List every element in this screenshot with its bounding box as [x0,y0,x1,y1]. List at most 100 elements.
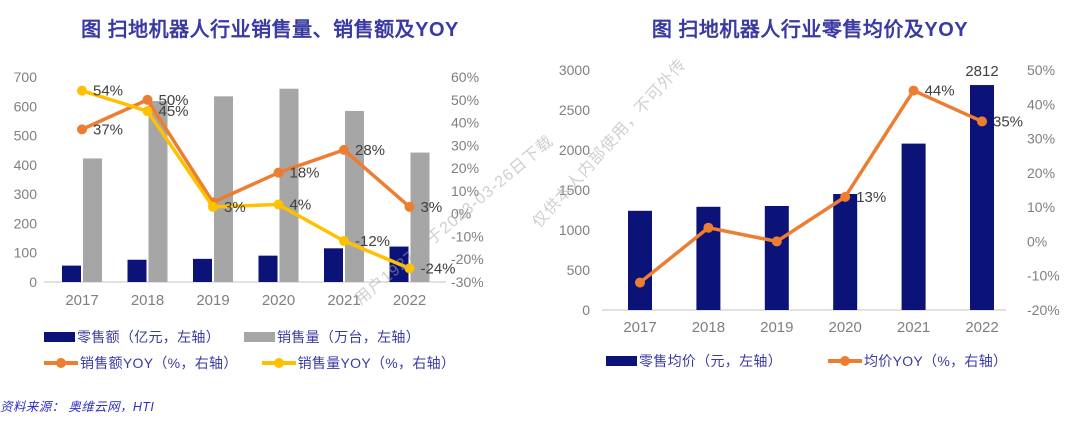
line-data-label: 28% [355,142,385,159]
x-axis-category-label: 2021 [897,319,930,336]
right-axis-tick-label: 30% [451,137,479,153]
right-axis-tick-label: -10% [451,228,484,244]
bar-navy-2020 [258,255,278,282]
left-axis-tick-label: 0 [582,302,590,318]
legend-line-marker-icon [44,358,78,368]
left-axis-tick-label: 1000 [559,222,590,238]
legend-bar-swatch-icon [244,332,275,342]
avg-price-yoy-chart: 0 500 1000 1500 2000 2500 3000 -20% -10% 0% 10% 20%… [559,62,1060,336]
right-axis-tick-label: 20% [1027,165,1055,181]
bar-gray-2019 [214,96,233,282]
legend-item: 均价YOY（%，右轴） [828,351,1007,371]
bar-navy-2017 [62,265,81,282]
bar-data-label: 2812 [965,63,998,80]
line-data-label: 45% [159,103,189,120]
source-note: 资料来源： 奥维云网，HTI [0,400,155,414]
bar-navy-2018 [696,206,721,310]
x-axis-category-label: 2017 [65,292,98,309]
line-data-label: 37% [93,121,123,138]
chart-panel-sales: 0 100 200 300 400 500 600 700 -30% -20% -10% 0% 10% 2… [14,19,484,376]
bar-navy-2018 [127,259,147,282]
left-axis-tick-label: 200 [14,215,38,231]
line-marker-orange-2018 [142,94,153,105]
right-axis-tick-label: 60% [451,69,479,85]
line-marker-orange-2018 [703,222,714,233]
left-axis-tick-label: 600 [14,98,38,114]
right-axis-tick-label: 0% [1027,233,1047,249]
right-axis-tick-label: -10% [1027,268,1060,284]
legend-label: 销售额YOY（%，右轴） [80,355,238,371]
bar-navy-2020 [833,194,858,310]
bar-gray-2020 [279,88,299,282]
x-axis-category-label: 2020 [262,292,295,309]
legend-item: 销售额YOY（%，右轴） [44,353,238,373]
line-marker-yellow-2020 [273,199,284,210]
sales-volume-revenue-yoy-chart: 0 100 200 300 400 500 600 700 -30% -20% -10% 0% 10% 2… [14,69,484,309]
right-chart-legend: 零售均价（元，左轴） 均价YOY（%，右轴） [606,348,1007,374]
line-data-label: 35% [993,113,1023,130]
line-data-label: -24% [421,260,456,277]
legend-row: 零售额（亿元，左轴） 销售量（万台，左轴） [44,324,455,350]
right-axis-tick-label: 40% [451,115,479,131]
trend-line-orange [81,98,411,209]
legend-dot-icon [56,358,66,368]
x-axis-category-label: 2019 [196,292,229,309]
right-axis-tick-label: -30% [451,274,484,290]
right-axis-tick-label: 10% [1027,199,1055,215]
left-axis-tick-label: 500 [14,128,38,144]
line-marker-orange-2020 [840,191,851,202]
line-marker-orange-2020 [273,167,284,178]
left-axis-tick-label: 400 [14,157,38,173]
line-data-label: 44% [925,83,955,100]
line-marker-yellow-2018 [142,106,153,117]
bar-navy-2021 [901,143,926,310]
line-marker-yellow-2022 [404,263,415,274]
legend-item: 零售均价（元，左轴） [606,351,782,371]
trend-line-orange [638,88,983,284]
left-chart-title: 图 扫地机器人行业销售量、销售额及YOY [81,19,459,41]
chart-panel-price: 0 500 1000 1500 2000 2500 3000 -20% -10% 0% 10% 20%… [540,0,1080,440]
bar-gray-2018 [148,101,168,282]
right-axis-tick-label: 30% [1027,131,1055,147]
legend-dot-icon [273,358,284,368]
right-chart-title: 图 扫地机器人行业零售均价及YOY [651,19,969,41]
bar-navy-2019 [764,206,789,310]
legend-item: 零售额（亿元，左轴） [44,327,220,347]
trend-line-yellow [81,88,411,270]
line-data-label: 54% [93,83,123,100]
line-marker-orange-2022 [977,116,987,127]
left-axis-tick-label: 0 [29,274,37,290]
x-axis-category-label: 2022 [965,319,998,336]
line-marker-orange-2017 [77,124,87,135]
legend-label: 零售额（亿元，左轴） [77,329,220,345]
bar-gray-2021 [345,110,364,282]
bar-navy-2021 [324,248,343,282]
line-data-label: 18% [290,165,320,182]
legend-row: 零售均价（元，左轴） 均价YOY（%，右轴） [606,348,1007,374]
left-chart-legend: 零售额（亿元，左轴） 销售量（万台，左轴） 销售额YOY（%，右轴） 销售量YOY（%… [44,324,455,376]
legend-bar-swatch-icon [44,332,75,342]
line-data-label: 3% [224,199,246,216]
line-marker-orange-2017 [635,277,645,288]
line-data-label: 4% [290,197,312,214]
legend-bar-swatch-icon [606,356,637,366]
legend-dot-icon [840,356,850,366]
legend-label: 均价YOY（%，右轴） [864,353,1008,369]
legend-item: 销售量YOY（%，右轴） [261,353,456,373]
x-axis-category-label: 2017 [623,319,656,336]
line-marker-orange-2022 [404,201,415,212]
bar-gray-2017 [83,158,102,282]
left-axis-tick-label: 3000 [559,62,590,78]
x-axis-category-label: 2018 [131,292,164,309]
left-axis-tick-label: 2000 [559,142,590,158]
right-axis-tick-label: -20% [451,251,484,267]
line-data-label: -12% [355,233,390,250]
left-axis-tick-label: 2500 [559,102,590,118]
line-data-label: 50% [159,92,189,109]
x-axis-category-label: 2018 [692,319,725,336]
legend-label: 销售量（万台，左轴） [277,329,420,345]
line-marker-yellow-2021 [339,236,349,246]
left-axis-tick-label: 300 [14,186,38,202]
legend-line-marker-icon [261,358,296,368]
